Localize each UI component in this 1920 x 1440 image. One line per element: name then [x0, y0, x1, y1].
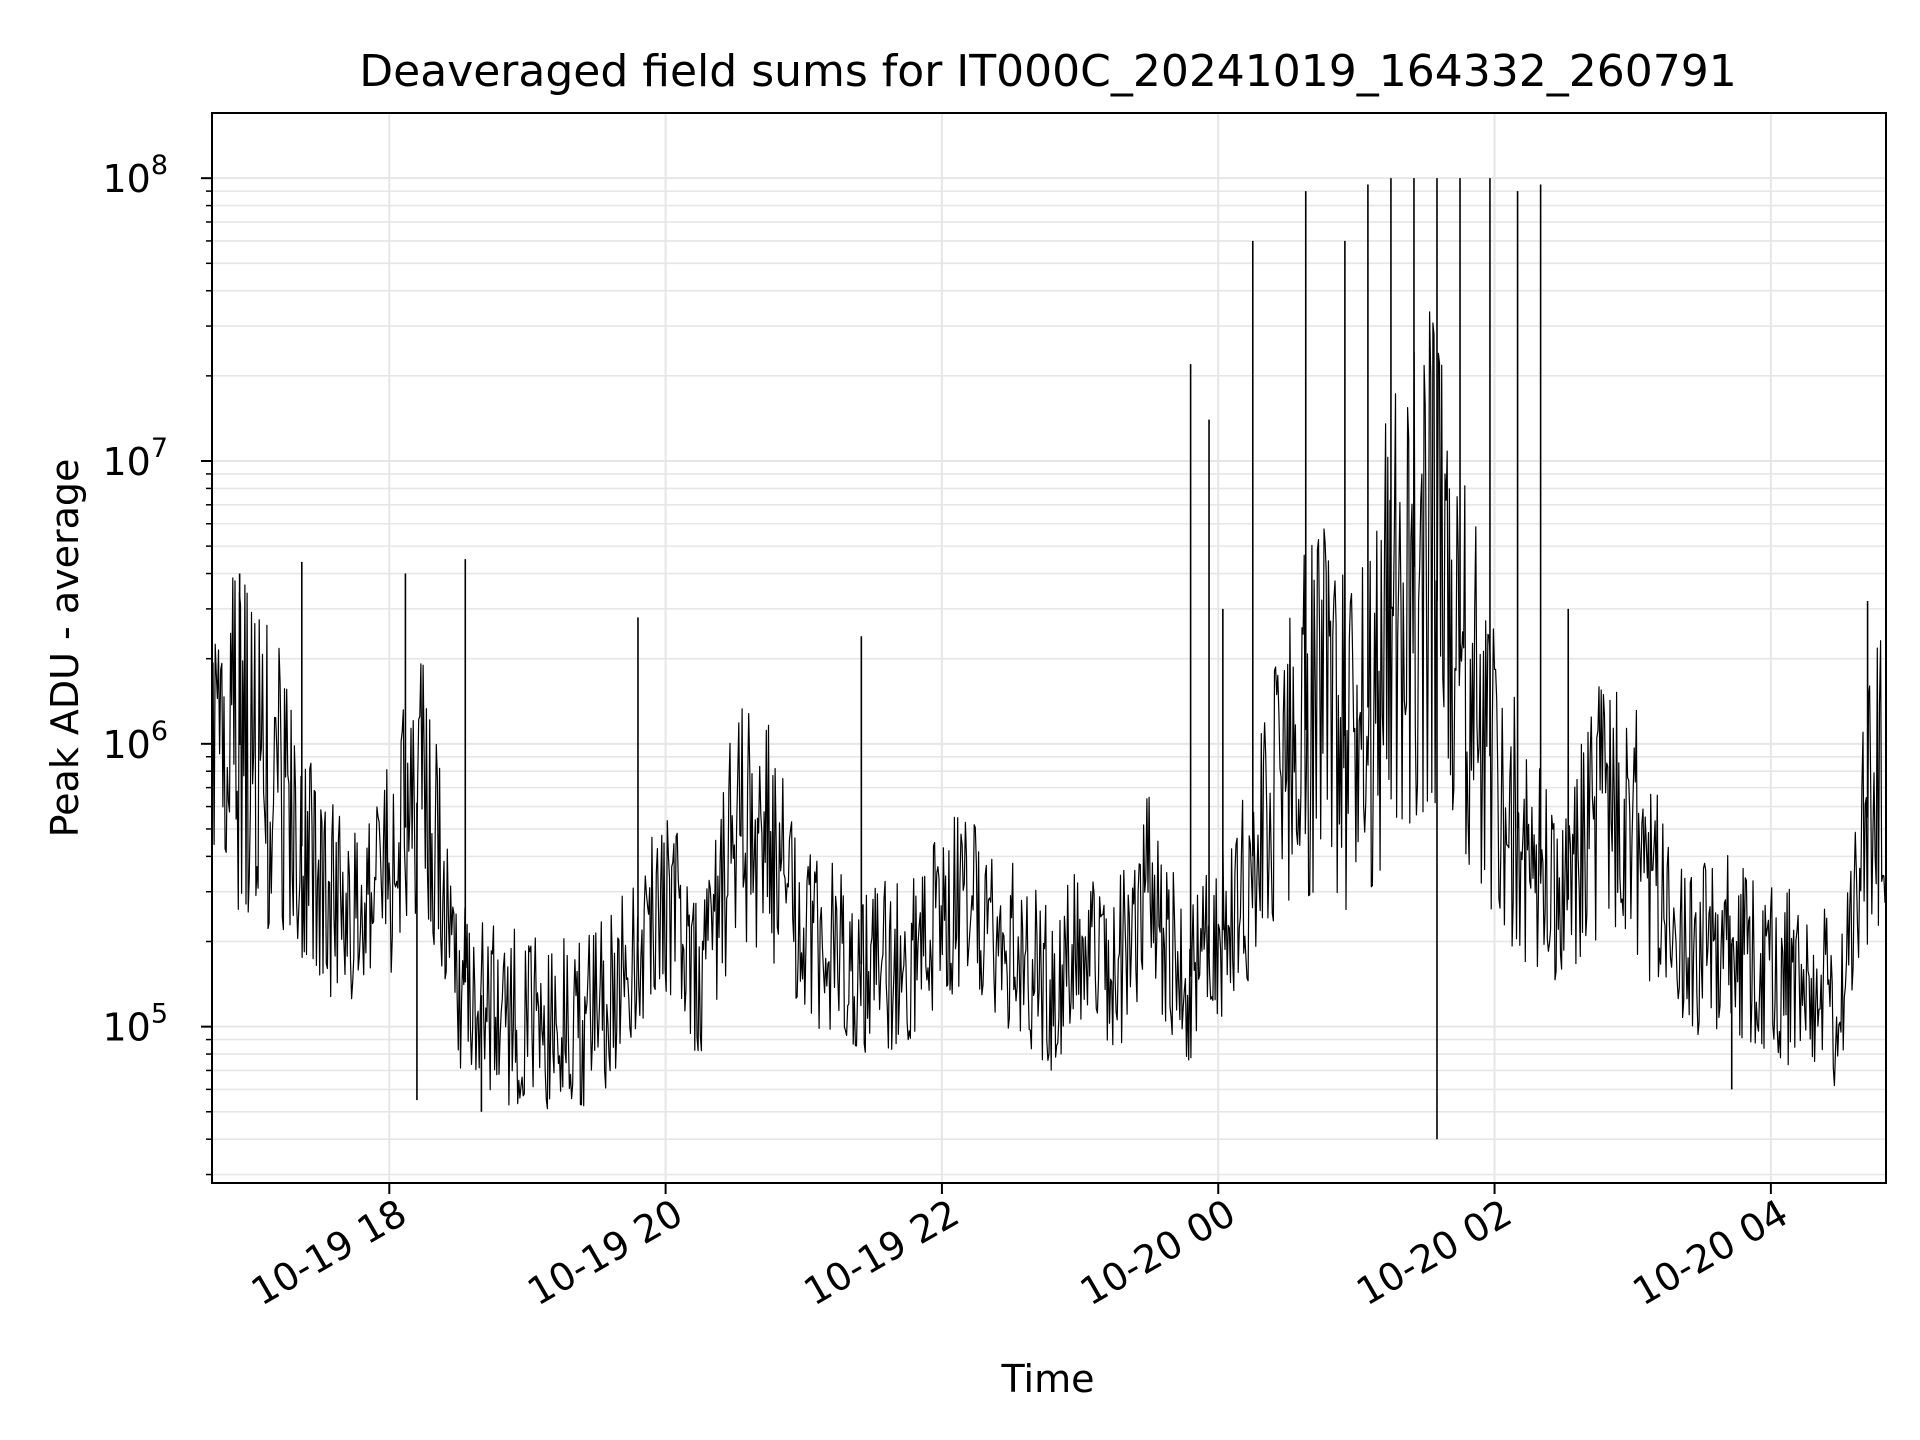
y-tick-label: 106 — [102, 716, 168, 767]
x-axis-label: Time — [1001, 1357, 1095, 1401]
y-tick-label: 107 — [102, 433, 168, 484]
series-layer — [212, 178, 1886, 1140]
grid — [212, 113, 1886, 1183]
series-line — [212, 311, 1886, 1110]
y-axis-label: Peak ADU - average — [43, 459, 87, 838]
plot-frame — [211, 112, 1887, 1184]
y-tick-label: 108 — [102, 150, 168, 201]
y-tick-label: 105 — [102, 999, 168, 1050]
chart-title: Deaveraged field sums for IT000C_2024101… — [359, 46, 1736, 97]
